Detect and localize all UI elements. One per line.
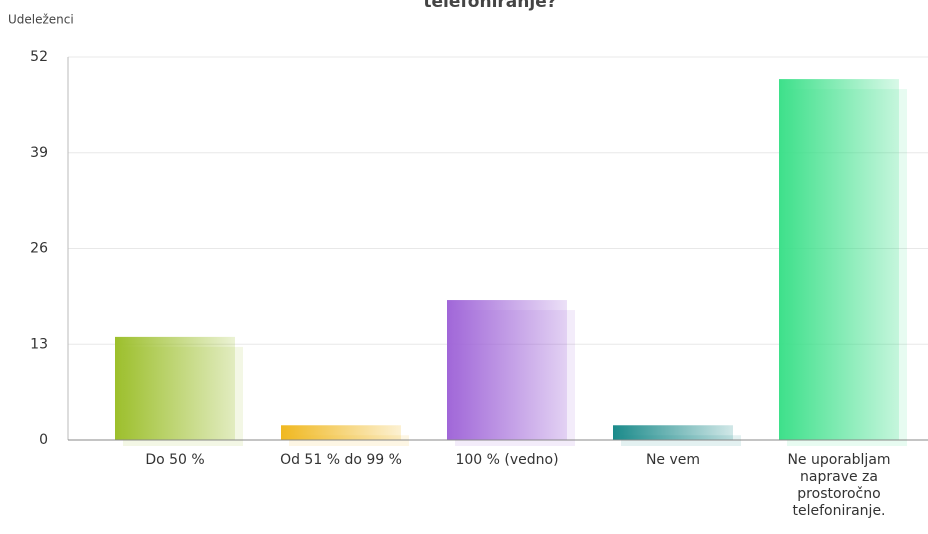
x-tick-label: 100 % (vedno): [455, 452, 558, 468]
bar: [779, 79, 899, 440]
y-tick-label: 52: [30, 49, 48, 65]
x-tick-label: Od 51 % do 99 %: [280, 452, 402, 468]
y-axis-label: Udeleženci: [8, 13, 74, 27]
y-tick-label: 0: [39, 432, 48, 448]
bar: [115, 336, 235, 440]
bar: [613, 425, 733, 440]
x-tick-label: Do 50 %: [145, 452, 204, 468]
bar: [281, 425, 401, 440]
x-tick-label: Ne vem: [646, 452, 700, 468]
chart-title: telefoniranje?: [423, 0, 556, 12]
x-tick-label: Ne uporabljam naprave za prostoročno telefo…: [787, 452, 890, 519]
y-tick-label: 39: [30, 145, 48, 161]
bar-shadow: [289, 435, 409, 446]
bar-shadow: [621, 435, 741, 446]
y-tick-label: 26: [30, 241, 48, 257]
y-tick-label: 13: [30, 336, 48, 352]
bar: [447, 300, 567, 440]
